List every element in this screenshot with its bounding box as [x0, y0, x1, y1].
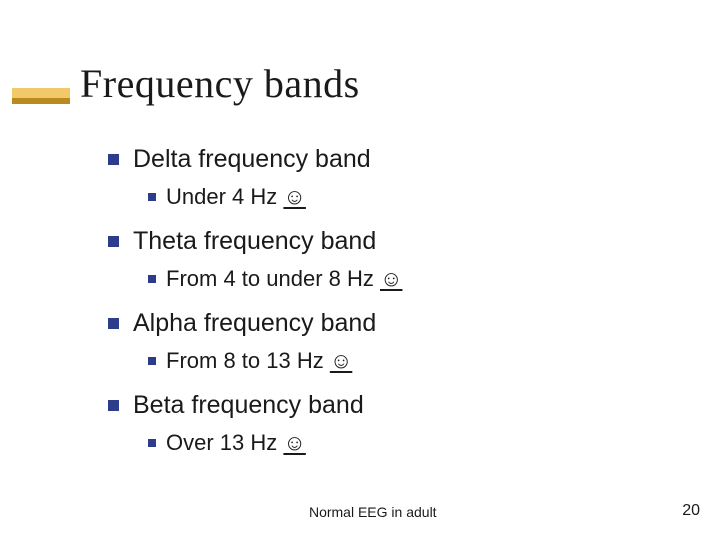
title-accent	[12, 88, 70, 104]
smiley-icon: ☺	[283, 183, 305, 212]
square-bullet-icon	[148, 275, 156, 283]
list-subitem: From 4 to under 8 Hz ☺	[148, 265, 668, 294]
range-text: From 4 to under 8 Hz	[166, 266, 374, 291]
band-range: Over 13 Hz ☺	[166, 429, 306, 458]
range-text: Under 4 Hz	[166, 184, 277, 209]
square-bullet-icon	[148, 357, 156, 365]
band-name: Delta frequency band	[133, 144, 371, 175]
square-bullet-icon	[108, 236, 119, 247]
square-bullet-icon	[108, 318, 119, 329]
list-item: Delta frequency band	[108, 144, 668, 175]
smiley-icon: ☺	[380, 265, 402, 294]
list-subitem: Under 4 Hz ☺	[148, 183, 668, 212]
bullet-list: Delta frequency band Under 4 Hz ☺ Theta …	[108, 140, 668, 471]
square-bullet-icon	[108, 154, 119, 165]
list-item: Alpha frequency band	[108, 308, 668, 339]
range-text: Over 13 Hz	[166, 430, 277, 455]
accent-bar-light	[12, 88, 70, 98]
range-text: From 8 to 13 Hz	[166, 348, 324, 373]
band-range: From 4 to under 8 Hz ☺	[166, 265, 402, 294]
page-number: 20	[682, 502, 700, 520]
square-bullet-icon	[108, 400, 119, 411]
band-name: Theta frequency band	[133, 226, 376, 257]
list-subitem: Over 13 Hz ☺	[148, 429, 668, 458]
smiley-icon: ☺	[283, 429, 305, 458]
smiley-icon: ☺	[330, 347, 352, 376]
band-range: Under 4 Hz ☺	[166, 183, 306, 212]
band-name: Alpha frequency band	[133, 308, 376, 339]
list-item: Theta frequency band	[108, 226, 668, 257]
square-bullet-icon	[148, 193, 156, 201]
slide-title: Frequency bands	[80, 60, 360, 107]
footer-center-text: Normal EEG in adult	[309, 504, 437, 520]
band-range: From 8 to 13 Hz ☺	[166, 347, 352, 376]
band-name: Beta frequency band	[133, 390, 364, 421]
slide: Frequency bands Delta frequency band Und…	[0, 0, 720, 540]
accent-bar-dark	[12, 98, 70, 104]
list-item: Beta frequency band	[108, 390, 668, 421]
square-bullet-icon	[148, 439, 156, 447]
list-subitem: From 8 to 13 Hz ☺	[148, 347, 668, 376]
